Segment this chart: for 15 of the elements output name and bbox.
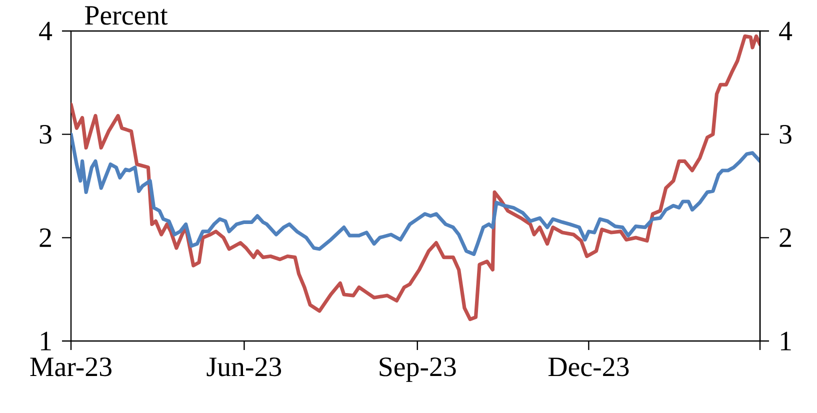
line-series xyxy=(71,132,760,256)
y2-tick-label: 3 xyxy=(780,124,792,144)
y-tick-label: 3 xyxy=(40,124,52,144)
x-tick-label: Dec-23 xyxy=(548,358,629,376)
y2-tick-label: 4 xyxy=(779,22,792,40)
y-tick-label: 1 xyxy=(40,332,51,350)
line-series xyxy=(71,34,760,322)
x-tick-label: Jun-23 xyxy=(206,358,282,376)
y-axis-title: Percent xyxy=(84,6,168,25)
y-tick-label: 4 xyxy=(39,22,52,40)
y-tick-label: 2 xyxy=(40,228,51,247)
x-tick-label: Mar-23 xyxy=(30,358,112,376)
x-tick-label: Sep-23 xyxy=(380,358,456,382)
y2-tick-label: 1 xyxy=(780,332,791,350)
y2-tick-label: 2 xyxy=(780,228,791,247)
